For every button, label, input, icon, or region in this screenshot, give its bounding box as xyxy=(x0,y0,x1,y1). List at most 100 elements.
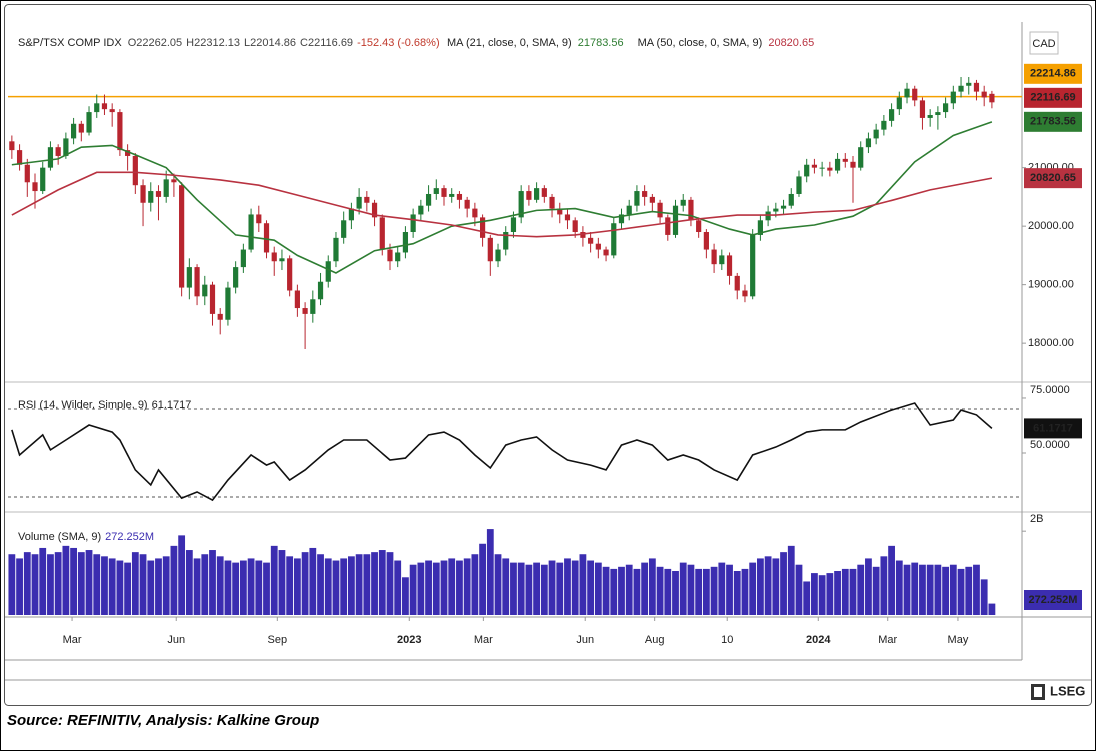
volume-bar xyxy=(556,562,564,615)
volume-bar xyxy=(494,554,502,615)
volume-bar xyxy=(957,568,965,615)
volume-bar xyxy=(571,560,579,615)
x-tick-label: Aug xyxy=(645,634,665,646)
candle-body xyxy=(148,191,154,203)
volume-bar xyxy=(841,568,849,615)
candle-body xyxy=(225,287,231,320)
candle-body xyxy=(487,237,493,262)
volume-bar xyxy=(39,547,47,615)
volume-bar xyxy=(787,545,795,615)
volume-bar xyxy=(355,554,363,615)
volume-bar xyxy=(402,577,409,615)
x-tick-label: Jun xyxy=(576,634,594,646)
candle-body xyxy=(371,202,378,218)
candle-body xyxy=(310,299,316,314)
candle-body xyxy=(109,109,115,113)
candle-body xyxy=(981,91,987,98)
volume-bar xyxy=(162,556,170,615)
candle-body xyxy=(495,249,501,262)
volume-bar xyxy=(101,556,108,615)
volume-bar xyxy=(618,566,625,615)
candle-body xyxy=(888,109,895,121)
volume-bar xyxy=(656,566,664,615)
volume-bar xyxy=(741,568,749,615)
candle-body xyxy=(240,249,246,268)
candle-body xyxy=(40,167,46,192)
candle-body xyxy=(63,138,69,156)
x-tick-label: Mar xyxy=(63,634,82,646)
volume-bar xyxy=(286,556,294,615)
candle-body xyxy=(603,249,609,256)
candle-body xyxy=(248,214,254,250)
volume-bar xyxy=(672,570,679,615)
candle-body xyxy=(665,217,671,235)
volume-bar xyxy=(232,562,240,615)
candle-body xyxy=(734,275,740,291)
volume-bar xyxy=(749,562,757,615)
candle-body xyxy=(958,85,964,92)
candle-body xyxy=(163,179,169,197)
currency: CAD xyxy=(1032,38,1055,50)
candle-body xyxy=(364,196,370,203)
x-tick-label: May xyxy=(948,634,969,646)
candle-body xyxy=(464,199,470,209)
candle-body xyxy=(834,158,841,171)
volume-bar xyxy=(201,554,209,615)
y-tick-label: 75.0000 xyxy=(1030,384,1070,396)
volume-bar xyxy=(278,550,286,615)
candle-body xyxy=(418,205,424,215)
candle-body xyxy=(78,123,84,133)
volume-bar xyxy=(510,562,517,615)
volume-bar xyxy=(988,603,996,615)
brand-logo: LSEG xyxy=(1031,683,1085,700)
candle-body xyxy=(16,150,23,165)
volume-bar xyxy=(31,554,39,615)
candle-body xyxy=(526,191,532,200)
candle-body xyxy=(518,191,524,218)
value-tag xyxy=(1024,590,1082,610)
volume-bar xyxy=(131,552,139,615)
candle-body xyxy=(927,115,933,118)
x-tick-label: 2024 xyxy=(806,634,831,646)
volume-bar xyxy=(8,554,16,615)
brand-icon xyxy=(1034,687,1042,697)
candle-body xyxy=(873,129,879,139)
change: -152.43 (-0.68%) xyxy=(357,37,440,49)
volume-bar xyxy=(301,552,309,615)
candle-body xyxy=(611,223,617,256)
candle-body xyxy=(711,249,717,265)
y-tick-label: 20000.00 xyxy=(1028,220,1074,232)
volume-bar xyxy=(911,562,919,615)
volume-bar xyxy=(77,552,85,615)
candle-body xyxy=(865,138,872,148)
x-tick-label: Jun xyxy=(167,634,185,646)
volume-bar xyxy=(263,562,270,615)
volume-bar xyxy=(456,560,463,615)
volume-bar xyxy=(679,562,687,615)
candle-body xyxy=(395,252,401,262)
ma-value: 20820.65 xyxy=(768,37,814,49)
volume-bar xyxy=(772,558,780,615)
value-tag-label: 272.252M xyxy=(1029,594,1078,606)
volume-bar xyxy=(780,552,787,615)
candle-body xyxy=(642,191,648,197)
candle-body xyxy=(966,82,972,86)
volume-bar xyxy=(116,560,124,615)
candle-body xyxy=(194,267,200,297)
candle-body xyxy=(155,191,162,197)
ohlc-letter: L xyxy=(244,37,250,49)
candle-body xyxy=(287,258,293,291)
value-tag-label: 20820.65 xyxy=(1030,172,1076,184)
candle-body xyxy=(688,199,694,221)
volume-bar xyxy=(216,556,224,615)
volume-bar xyxy=(425,560,432,615)
volume-bar xyxy=(239,560,247,615)
candle-body xyxy=(333,237,339,262)
y-tick-label: 2B xyxy=(1030,513,1043,525)
candle-body xyxy=(649,196,655,203)
candle-body xyxy=(402,232,409,253)
brand: LSEG xyxy=(1050,683,1085,698)
volume-bar xyxy=(965,566,973,615)
